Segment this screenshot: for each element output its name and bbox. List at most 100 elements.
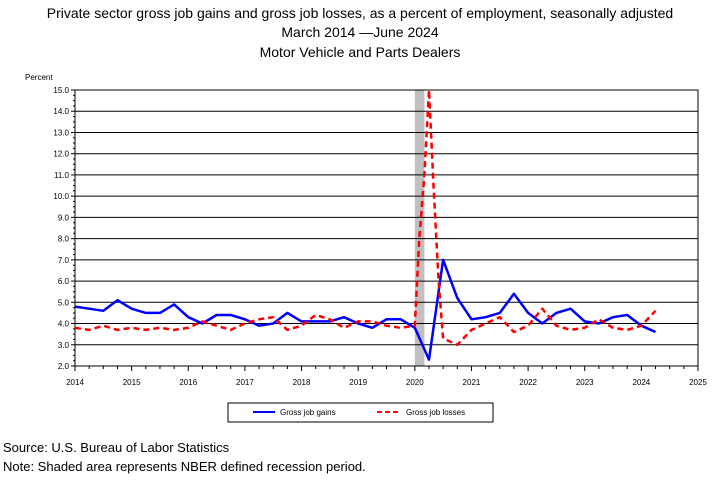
data-point bbox=[215, 324, 217, 326]
y-tick-label: 3.0 bbox=[58, 341, 70, 350]
data-point bbox=[399, 318, 401, 320]
x-tick-label: 2016 bbox=[179, 378, 197, 387]
data-point bbox=[584, 320, 586, 322]
data-point bbox=[484, 316, 486, 318]
data-point bbox=[456, 344, 458, 346]
data-point bbox=[187, 316, 189, 318]
data-point bbox=[432, 184, 434, 186]
x-tick-label: 2017 bbox=[236, 378, 254, 387]
chart-title: Private sector gross job gains and gross… bbox=[46, 5, 674, 21]
data-point bbox=[74, 327, 76, 329]
data-point bbox=[499, 316, 501, 318]
data-point bbox=[258, 318, 260, 320]
x-tick-label: 2022 bbox=[519, 378, 537, 387]
y-tick-label: 14.0 bbox=[53, 107, 69, 116]
recession-note: Note: Shaded area represents NBER define… bbox=[3, 459, 366, 474]
data-point bbox=[88, 307, 90, 309]
data-point bbox=[513, 293, 515, 295]
data-point bbox=[173, 329, 175, 331]
data-point bbox=[584, 327, 586, 329]
y-tick-label: 9.0 bbox=[58, 213, 70, 222]
chart-date-range: March 2014 —June 2024 bbox=[281, 24, 439, 40]
data-point bbox=[456, 297, 458, 299]
data-point bbox=[74, 305, 76, 307]
legend-label-gross-job-losses: Gross job losses bbox=[406, 408, 465, 417]
data-point bbox=[300, 320, 302, 322]
data-point bbox=[612, 327, 614, 329]
data-point bbox=[343, 316, 345, 318]
data-point bbox=[626, 329, 628, 331]
data-point bbox=[569, 329, 571, 331]
data-point bbox=[428, 358, 430, 360]
data-point bbox=[418, 237, 420, 239]
data-point bbox=[244, 322, 246, 324]
data-point bbox=[343, 327, 345, 329]
data-point bbox=[385, 324, 387, 326]
data-point bbox=[116, 329, 118, 331]
data-point bbox=[244, 318, 246, 320]
series-line-gross-job-losses bbox=[74, 88, 657, 347]
y-tick-label: 11.0 bbox=[54, 171, 70, 180]
data-point bbox=[470, 329, 472, 331]
x-tick-label: 2024 bbox=[632, 378, 650, 387]
data-point bbox=[399, 327, 401, 329]
data-point bbox=[300, 324, 302, 326]
data-point bbox=[272, 322, 274, 324]
data-point bbox=[598, 322, 600, 324]
data-point bbox=[527, 312, 529, 314]
data-point bbox=[230, 329, 232, 331]
x-tick-label: 2018 bbox=[293, 378, 311, 387]
data-point bbox=[371, 327, 373, 329]
data-point bbox=[640, 324, 642, 326]
data-point bbox=[159, 327, 161, 329]
data-point bbox=[329, 318, 331, 320]
data-point bbox=[414, 324, 416, 326]
data-point bbox=[357, 320, 359, 322]
data-point bbox=[442, 337, 444, 339]
legend-box bbox=[227, 402, 494, 423]
data-point bbox=[555, 312, 557, 314]
data-point bbox=[555, 324, 557, 326]
data-point bbox=[315, 314, 317, 316]
data-point bbox=[654, 310, 656, 312]
data-point bbox=[116, 299, 118, 301]
data-point bbox=[437, 280, 439, 282]
y-tick-label: 10.0 bbox=[53, 192, 69, 201]
data-point bbox=[230, 314, 232, 316]
x-tick-label: 2020 bbox=[406, 378, 424, 387]
source-note: Source: U.S. Bureau of Labor Statistics bbox=[3, 440, 230, 455]
data-point bbox=[315, 320, 317, 322]
data-point bbox=[442, 259, 444, 261]
y-tick-label: 12.0 bbox=[53, 150, 69, 159]
data-point bbox=[423, 174, 425, 176]
x-tick-label: 2023 bbox=[576, 378, 594, 387]
x-tick-label: 2025 bbox=[689, 378, 707, 387]
y-tick-label: 5.0 bbox=[58, 298, 70, 307]
data-point bbox=[371, 320, 373, 322]
data-point bbox=[258, 324, 260, 326]
series-line-gross-job-gains bbox=[74, 258, 657, 361]
y-tick-label: 7.0 bbox=[58, 256, 70, 265]
data-point bbox=[598, 318, 600, 320]
data-point bbox=[626, 314, 628, 316]
data-point bbox=[159, 312, 161, 314]
data-point bbox=[145, 312, 147, 314]
data-point bbox=[272, 316, 274, 318]
data-point bbox=[201, 320, 203, 322]
data-point bbox=[286, 329, 288, 331]
y-tick-label: 6.0 bbox=[58, 277, 70, 286]
recession-shading bbox=[414, 90, 425, 366]
data-point bbox=[88, 329, 90, 331]
data-point bbox=[569, 307, 571, 309]
data-point bbox=[499, 312, 501, 314]
data-point bbox=[286, 312, 288, 314]
data-point bbox=[612, 316, 614, 318]
y-tick-label: 15.0 bbox=[53, 86, 69, 95]
chart-subtitle: Motor Vehicle and Parts Dealers bbox=[259, 44, 461, 60]
data-point bbox=[130, 307, 132, 309]
data-point bbox=[215, 314, 217, 316]
data-point bbox=[654, 331, 656, 333]
y-tick-label: 2.0 bbox=[58, 362, 70, 371]
y-tick-label: 8.0 bbox=[58, 235, 70, 244]
x-tick-label: 2019 bbox=[349, 378, 367, 387]
